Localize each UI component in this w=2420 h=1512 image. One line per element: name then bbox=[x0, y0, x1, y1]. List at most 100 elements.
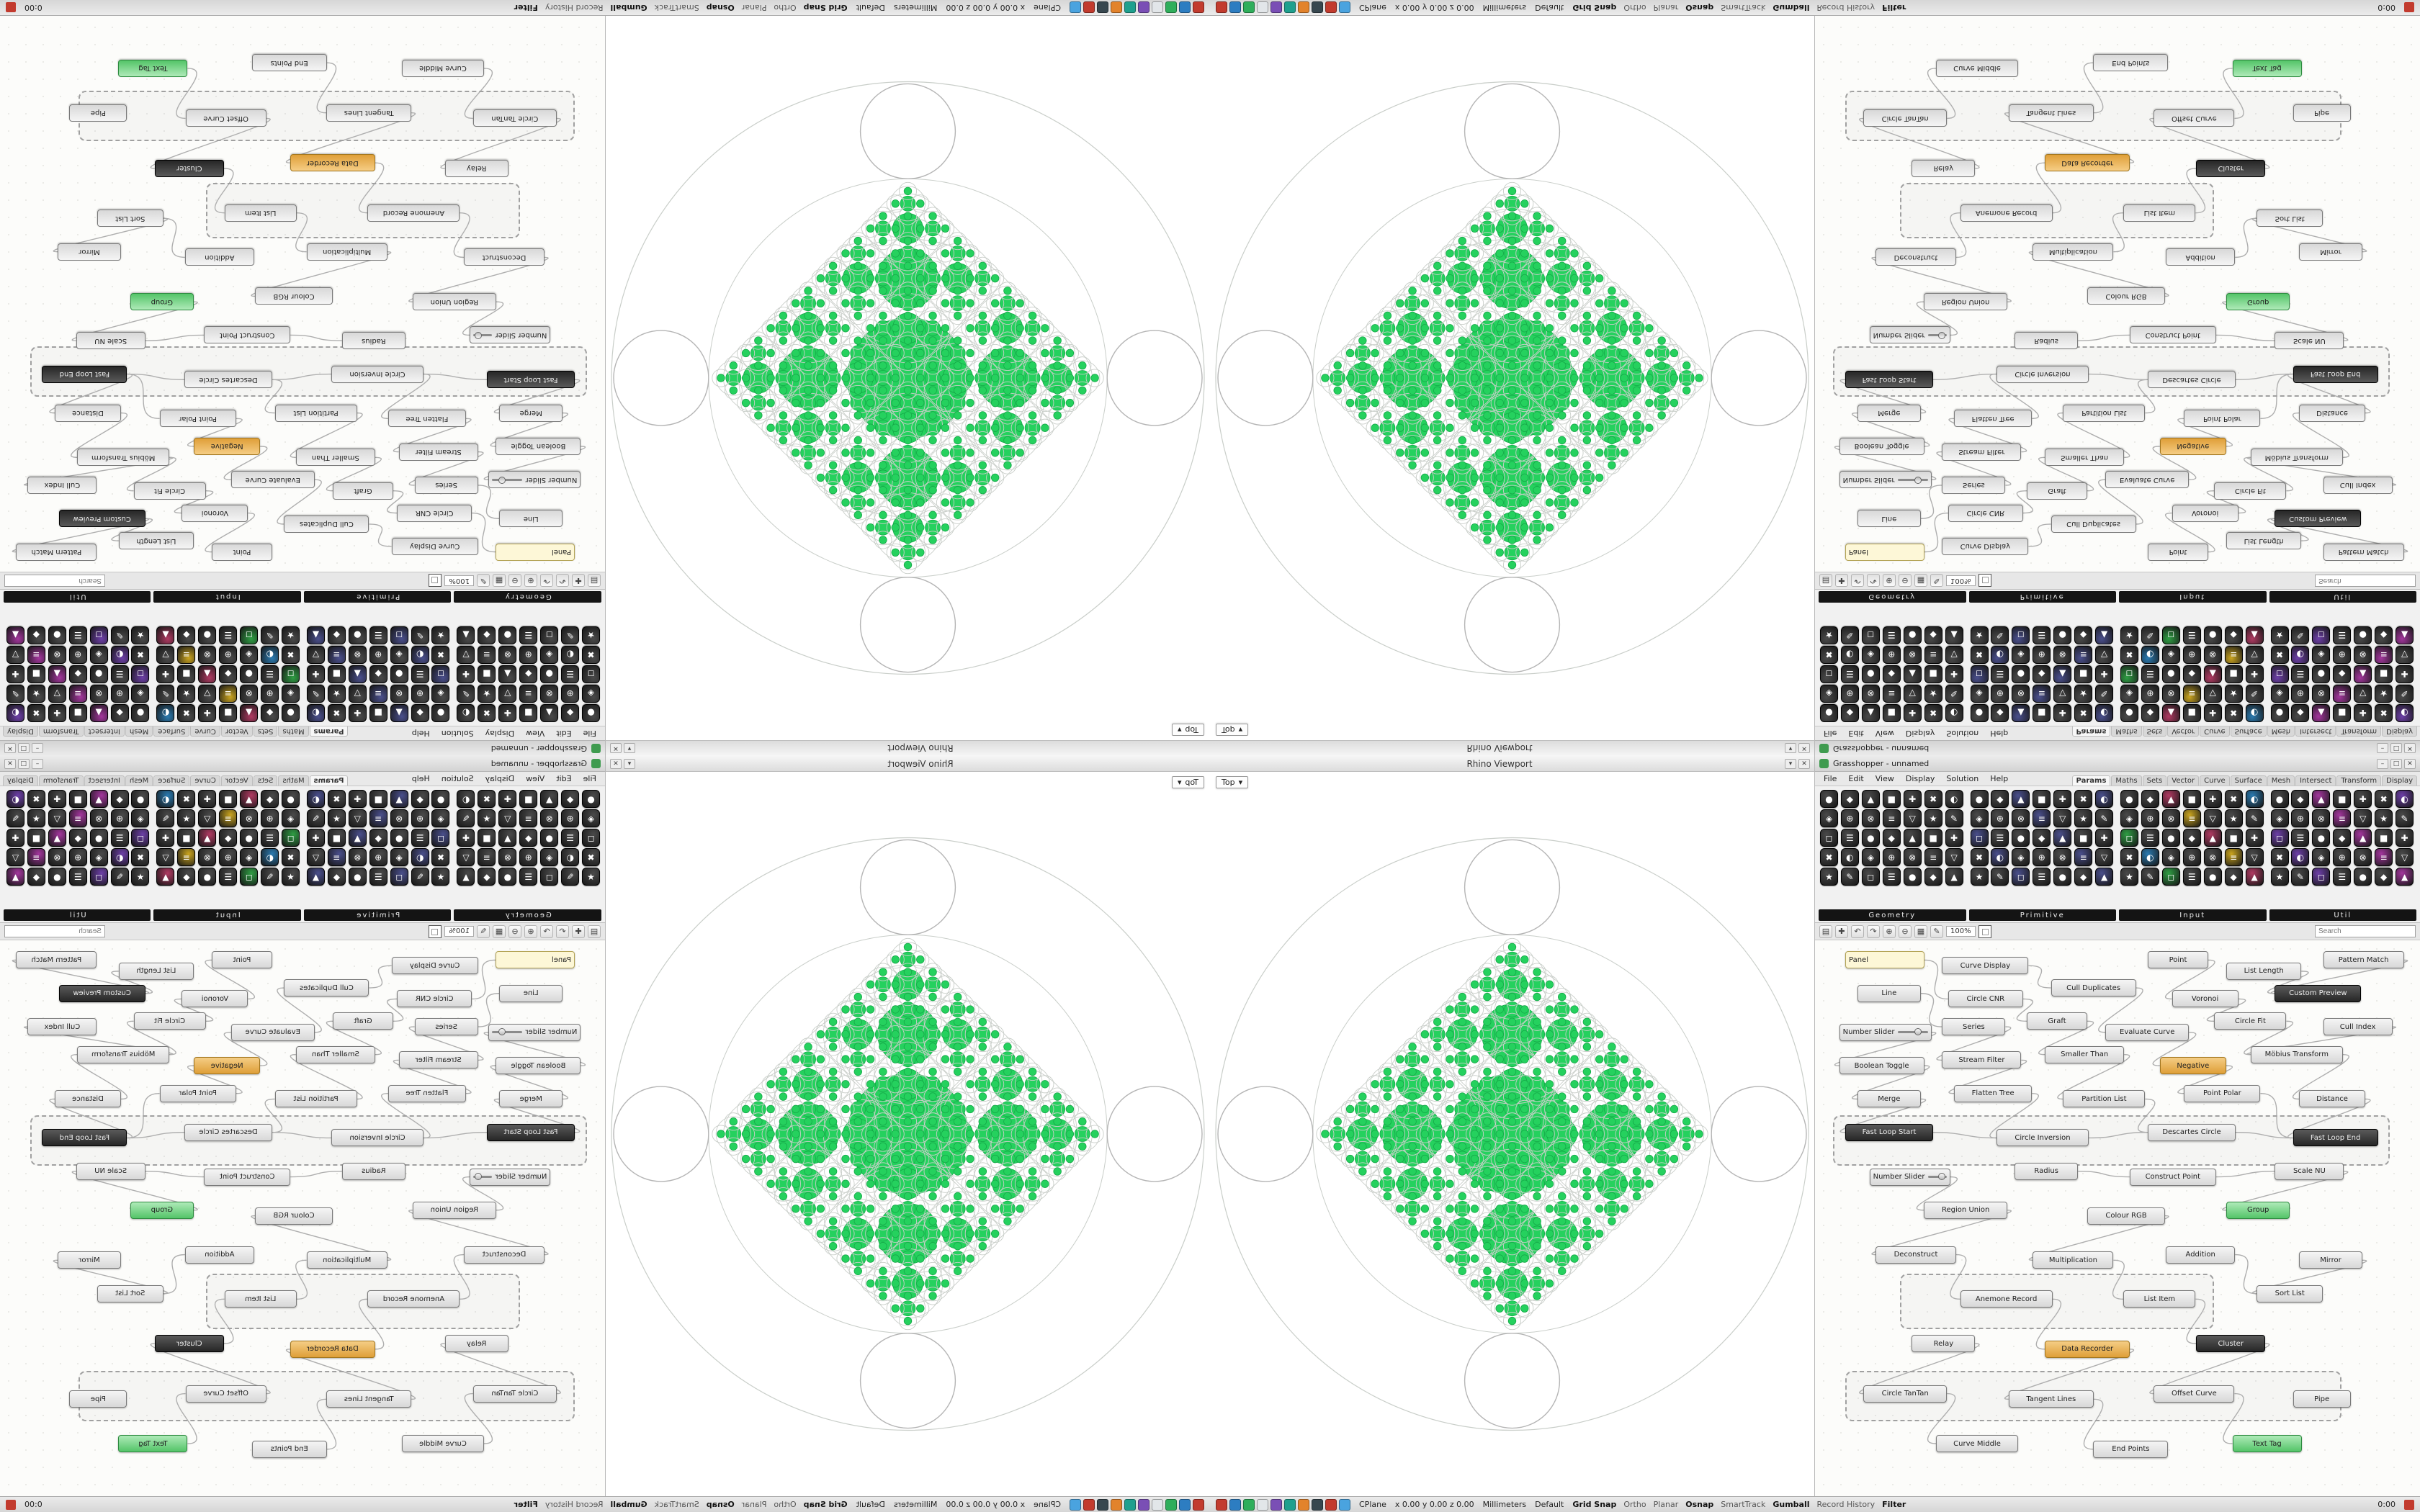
component-icon[interactable]: ◆ bbox=[68, 829, 87, 847]
component-icon[interactable]: ✖ bbox=[2074, 704, 2093, 722]
component-icon[interactable]: ◆ bbox=[1882, 829, 1901, 847]
grasshopper-titlebar[interactable]: Grasshopper - unnamed – □ ✕ bbox=[1815, 756, 2420, 772]
component-icon[interactable]: ◆ bbox=[27, 626, 45, 644]
gh-node[interactable]: Cull Duplicates bbox=[2051, 979, 2136, 997]
component-icon[interactable]: ◈ bbox=[282, 809, 300, 827]
component-icon[interactable]: ◐ bbox=[1945, 790, 1963, 808]
gh-node[interactable]: Radius bbox=[2015, 332, 2079, 350]
gh-node[interactable]: Curve Middle bbox=[402, 1435, 484, 1453]
component-icon[interactable]: ◈ bbox=[89, 848, 108, 866]
gh-node[interactable]: List Length bbox=[2226, 532, 2302, 550]
gh-node[interactable]: Evaluate Curve bbox=[230, 1023, 315, 1041]
toggle-filter[interactable]: Filter bbox=[514, 3, 538, 12]
component-icon[interactable]: ● bbox=[2161, 665, 2180, 683]
component-icon[interactable]: ◆ bbox=[519, 665, 538, 683]
component-icon[interactable]: ▲ bbox=[2245, 868, 2264, 886]
app-icon-2[interactable] bbox=[1179, 1498, 1191, 1511]
gh-node[interactable]: Circle Inversion bbox=[1996, 365, 2089, 383]
component-icon[interactable]: ✎ bbox=[261, 626, 279, 644]
canvas-overview-widget[interactable] bbox=[429, 574, 442, 588]
component-icon[interactable]: ● bbox=[2270, 704, 2289, 722]
component-icon[interactable]: ☰ bbox=[1882, 626, 1901, 644]
gh-node[interactable]: Deconstruct bbox=[464, 1246, 544, 1264]
gh-node[interactable]: Deconstruct bbox=[1876, 1246, 1956, 1264]
component-icon[interactable]: ⊕ bbox=[1882, 848, 1901, 866]
gh-node[interactable]: Pattern Match bbox=[16, 543, 97, 561]
component-icon[interactable]: ≡ bbox=[1924, 646, 1942, 664]
component-icon[interactable]: ⊗ bbox=[1861, 809, 1880, 827]
component-icon[interactable]: ✎ bbox=[110, 868, 129, 886]
component-icon[interactable]: ◻ bbox=[431, 829, 450, 847]
component-icon[interactable]: ◻ bbox=[582, 829, 600, 847]
toggle-grid-snap[interactable]: Grid Snap bbox=[1572, 3, 1617, 12]
component-icon[interactable]: ≡ bbox=[1882, 685, 1901, 703]
component-icon[interactable]: ◻ bbox=[240, 868, 259, 886]
gh-node[interactable]: End Points bbox=[251, 54, 327, 72]
toggle-gumball[interactable]: Gumball bbox=[610, 1500, 647, 1509]
gh-node[interactable]: Cluster bbox=[154, 1335, 224, 1353]
gh-node[interactable]: Curve Display bbox=[1942, 957, 2029, 975]
gh-node[interactable]: Curve Display bbox=[1942, 537, 2029, 555]
component-icon[interactable]: ☰ bbox=[561, 665, 580, 683]
app-icon-8[interactable] bbox=[1312, 1, 1323, 14]
component-icon[interactable]: ◆ bbox=[2033, 829, 2051, 847]
toggle-ortho[interactable]: Ortho bbox=[774, 1500, 797, 1509]
gh-node[interactable]: Point bbox=[2148, 951, 2208, 969]
component-icon[interactable]: ✎ bbox=[2396, 809, 2414, 827]
component-icon[interactable]: ▲ bbox=[2312, 790, 2331, 808]
gh-node[interactable]: Cull Index bbox=[27, 1018, 97, 1036]
gh-node[interactable]: Text Tag bbox=[2232, 59, 2302, 77]
component-icon[interactable]: ✚ bbox=[2053, 704, 2072, 722]
menu-file[interactable]: File bbox=[1824, 774, 1837, 783]
gh-node[interactable]: Curve Display bbox=[391, 957, 478, 975]
component-icon[interactable]: ≡ bbox=[177, 646, 196, 664]
component-icon[interactable]: ■ bbox=[219, 790, 238, 808]
gh-canvas[interactable]: Panel Curve Display Point List Length Patter… bbox=[1815, 16, 2420, 572]
component-icon[interactable]: ✚ bbox=[1903, 790, 1922, 808]
menu-file[interactable]: File bbox=[583, 774, 596, 783]
gh-node[interactable]: Cluster bbox=[2196, 159, 2266, 177]
gh-node[interactable]: Stream Filter bbox=[1942, 443, 2022, 461]
tab-intersect[interactable]: Intersect bbox=[84, 775, 125, 786]
tab-mesh[interactable]: Mesh bbox=[2267, 726, 2295, 737]
gh-node[interactable]: Group bbox=[2226, 293, 2290, 311]
component-icon[interactable]: ✖ bbox=[282, 646, 300, 664]
component-icon[interactable]: ▽ bbox=[2354, 809, 2372, 827]
component-icon[interactable]: ≡ bbox=[2333, 809, 2352, 827]
gh-node[interactable]: List Item bbox=[224, 1290, 297, 1308]
component-icon[interactable]: ◈ bbox=[240, 646, 259, 664]
gh-node[interactable]: Colour RGB bbox=[2087, 287, 2165, 305]
gh-node[interactable]: Circle TanTan bbox=[1863, 1385, 1948, 1403]
component-icon[interactable]: ■ bbox=[1924, 665, 1942, 683]
component-icon[interactable]: ★ bbox=[2270, 626, 2289, 644]
component-icon[interactable]: ● bbox=[1820, 704, 1838, 722]
component-icon[interactable]: ● bbox=[2053, 868, 2072, 886]
component-icon[interactable]: ■ bbox=[177, 665, 196, 683]
gh-node[interactable]: Pattern Match bbox=[16, 951, 97, 969]
component-icon[interactable]: ⊕ bbox=[110, 685, 129, 703]
viewport-tab-top[interactable]: Top ▾ bbox=[1171, 776, 1204, 788]
component-icon[interactable]: ★ bbox=[582, 868, 600, 886]
component-icon[interactable]: ✚ bbox=[498, 704, 517, 722]
app-icon-10[interactable] bbox=[1070, 1, 1081, 14]
toolbar-button-5[interactable]: ⊕ bbox=[524, 574, 537, 588]
tab-maths[interactable]: Maths bbox=[278, 726, 309, 737]
component-icon[interactable]: ● bbox=[2053, 626, 2072, 644]
component-icon[interactable]: ⊕ bbox=[2333, 848, 2352, 866]
component-icon[interactable]: ≡ bbox=[219, 685, 238, 703]
component-icon[interactable]: ● bbox=[240, 829, 259, 847]
toggle-filter[interactable]: Filter bbox=[1882, 3, 1906, 12]
gh-node[interactable]: Region Union bbox=[412, 1201, 496, 1219]
viewport-canvas[interactable]: Top ▾ bbox=[1210, 772, 1814, 1496]
layer-label[interactable]: Default bbox=[856, 1500, 885, 1509]
component-icon[interactable]: ◆ bbox=[2074, 626, 2093, 644]
component-icon[interactable]: ≡ bbox=[2182, 685, 2201, 703]
component-icon[interactable]: ⊗ bbox=[498, 646, 517, 664]
component-icon[interactable]: ★ bbox=[2375, 809, 2393, 827]
gh-node[interactable]: Construct Point bbox=[204, 326, 291, 344]
component-icon[interactable]: ▲ bbox=[390, 704, 408, 722]
gh-node[interactable]: Cull Index bbox=[2323, 1018, 2393, 1036]
component-icon[interactable]: ≡ bbox=[369, 685, 387, 703]
component-icon[interactable]: ▽ bbox=[2396, 848, 2414, 866]
toggle-ortho[interactable]: Ortho bbox=[774, 3, 797, 12]
